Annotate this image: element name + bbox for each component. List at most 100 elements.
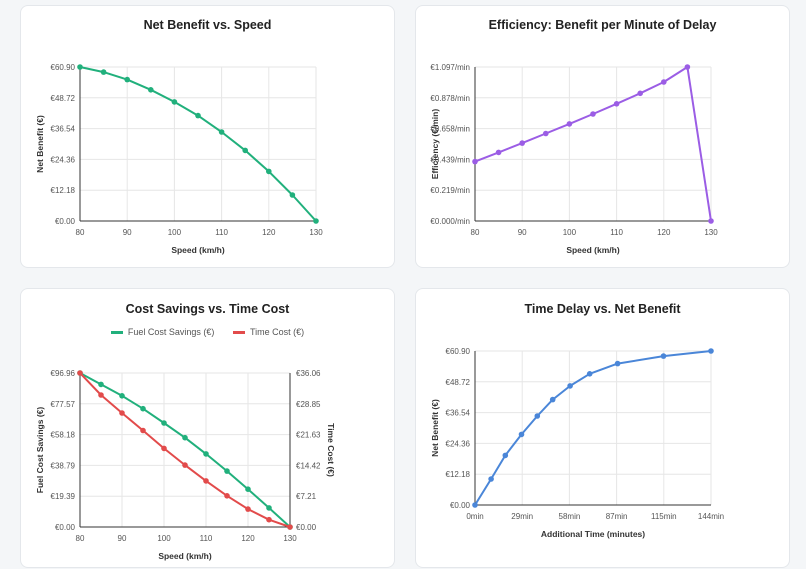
y-tick-label: €0.000/min: [430, 217, 470, 226]
y2-tick-label: €21.63: [296, 431, 321, 440]
data-point: [245, 486, 251, 492]
data-point: [502, 452, 509, 459]
data-point: [614, 360, 621, 367]
x-tick-label: 115min: [651, 512, 677, 521]
data-point: [660, 353, 667, 359]
y-tick-label: €60.90: [51, 63, 76, 72]
data-point: [519, 140, 525, 146]
y-axis-label: Efficiency (€/min): [430, 109, 440, 180]
data-point: [218, 129, 225, 135]
data-point: [182, 462, 188, 468]
legend-item-fuel[interactable]: Fuel Cost Savings (€): [110, 327, 215, 337]
y-tick-label: €36.54: [51, 125, 76, 134]
y-tick-label: €24.36: [51, 155, 76, 164]
data-point: [224, 468, 230, 474]
data-point: [266, 505, 272, 511]
y-tick-label: €0.658/min: [430, 125, 470, 134]
data-point: [534, 413, 541, 419]
y-tick-label: €0.00: [55, 523, 76, 532]
data-point: [161, 445, 167, 452]
data-point: [98, 381, 104, 388]
data-point: [140, 427, 146, 434]
data-point: [590, 111, 596, 117]
data-point: [148, 87, 154, 93]
y-tick-label: €77.57: [51, 400, 76, 409]
series-line: [79, 372, 291, 528]
x-tick-label: 80: [76, 534, 85, 543]
x-tick-label: 100: [168, 228, 182, 237]
legend-label: Time Cost (€): [249, 327, 305, 337]
data-point: [195, 112, 201, 119]
y2-tick-label: €36.06: [296, 369, 321, 378]
y-tick-label: €19.39: [51, 492, 76, 501]
data-point: [566, 121, 573, 127]
chart-title: Net Benefit vs. Speed: [143, 18, 272, 32]
data-point: [708, 348, 714, 354]
data-point: [549, 396, 556, 403]
x-tick-label: 144min: [698, 512, 724, 521]
data-point: [242, 147, 248, 154]
data-point: [119, 410, 125, 416]
x-tick-label: 90: [123, 228, 132, 237]
data-point: [124, 76, 130, 83]
y2-tick-label: €0.00: [296, 523, 317, 532]
y-tick-label: €36.54: [446, 409, 471, 418]
data-point: [77, 64, 83, 70]
x-axis-label: Speed (km/h): [171, 245, 225, 255]
data-point: [472, 502, 478, 508]
data-point: [543, 130, 549, 137]
data-point: [684, 64, 691, 70]
data-point: [245, 506, 251, 512]
x-tick-label: 100: [563, 228, 577, 237]
y-axis-label: Fuel Cost Savings (€): [35, 407, 45, 494]
series-line: [79, 66, 317, 222]
data-point: [224, 493, 230, 499]
data-point: [661, 79, 667, 85]
y-tick-label: €1.097/min: [430, 63, 470, 72]
y-tick-label: €58.18: [51, 431, 76, 440]
x-tick-label: 120: [262, 228, 276, 237]
y2-tick-label: €14.42: [296, 461, 321, 470]
y-axis-label: Net Benefit (€): [430, 399, 440, 457]
cost-savings-chart: €0.00 €19.39 €38.79 €58.18 €77.57 €96.96 80 90 1…: [35, 369, 336, 561]
x-tick-label: 80: [76, 228, 85, 237]
data-point: [495, 149, 502, 156]
data-point: [313, 218, 319, 224]
data-point: [586, 371, 593, 377]
data-point: [472, 158, 478, 165]
data-point: [77, 370, 83, 376]
time-delay-chart: €0.00 €12.18 €24.36 €36.54 €48.72 €60.90 0min 2…: [430, 347, 724, 539]
data-point: [266, 168, 272, 175]
x-tick-label: 110: [610, 228, 623, 237]
y2-tick-label: €28.85: [296, 400, 321, 409]
data-point: [637, 90, 643, 97]
data-point: [287, 524, 293, 530]
chart-title: Efficiency: Benefit per Minute of Delay: [488, 18, 717, 32]
series-line: [474, 350, 712, 506]
x-tick-label: 130: [283, 534, 297, 543]
x-axis-label: Speed (km/h): [566, 245, 620, 255]
x-tick-label: 80: [471, 228, 480, 237]
data-point: [708, 218, 714, 224]
y2-axis-label: Time Cost (€): [326, 423, 336, 477]
y-tick-label: €0.439/min: [430, 155, 470, 164]
data-point: [518, 431, 525, 438]
x-tick-label: 120: [241, 534, 255, 543]
legend-label: Fuel Cost Savings (€): [127, 327, 215, 337]
y-tick-label: €38.79: [51, 461, 76, 470]
x-axis-label: Speed (km/h): [158, 551, 212, 561]
y-tick-label: €0.878/min: [430, 94, 470, 103]
x-tick-label: 87min: [606, 512, 628, 521]
data-point: [613, 101, 620, 107]
efficiency-chart: €0.000/min €0.219/min €0.439/min €0.658/min…: [430, 63, 718, 255]
x-tick-label: 90: [518, 228, 527, 237]
data-point: [266, 516, 272, 523]
data-point: [488, 476, 494, 482]
legend: Fuel Cost Savings (€) Time Cost (€): [21, 327, 394, 337]
y2-tick-label: €7.21: [296, 492, 317, 501]
legend-item-time[interactable]: Time Cost (€): [232, 327, 305, 337]
series-line: [474, 66, 712, 222]
y-tick-label: €0.00: [55, 217, 76, 226]
x-tick-label: 120: [657, 228, 671, 237]
x-tick-label: 90: [118, 534, 127, 543]
